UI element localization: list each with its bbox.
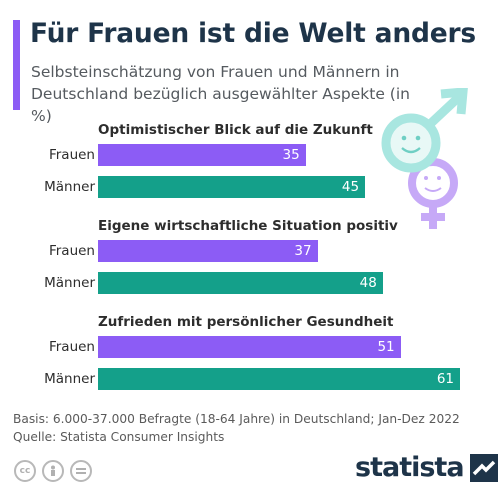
male-symbol-icon [381,88,468,173]
bar [98,368,460,390]
brand-name: statista [355,452,465,483]
bar-value-label: 48 [359,275,377,291]
row-label: Männer [44,371,95,387]
person-icon[interactable] [42,460,64,482]
accent-bar [13,20,20,110]
row-label: Männer [44,275,95,291]
chart-subtitle: Selbsteinschätzung von Frauen und Männer… [31,63,410,125]
bar [98,272,383,294]
bar-value-label: 37 [294,243,312,259]
statista-logo-icon [469,453,498,482]
row-label: Frauen [48,339,95,355]
row-label: Frauen [48,243,95,259]
source-note: Quelle: Statista Consumer Insights [13,430,225,444]
cc-icon[interactable]: cc [14,460,36,482]
license-icons: cc [14,460,92,482]
row-label: Frauen [48,147,95,163]
bar [98,336,401,358]
gender-symbols-illustration [381,88,468,229]
bar-value-label: 45 [341,179,360,195]
bar-value-label: 35 [282,147,300,163]
bar [98,240,318,262]
basis-note: Basis: 6.000-37.000 Befragte (18-64 Jahr… [13,412,460,426]
row-label: Männer [44,179,95,195]
group-title: Zufrieden mit persönlicher Gesundheit [98,314,394,330]
chart-title: Für Frauen ist die Welt anders [30,18,477,49]
group-title: Optimistischer Blick auf die Zukunft [98,122,373,138]
bar [98,176,366,198]
bar [98,144,306,166]
equals-icon[interactable] [70,460,92,482]
bar-value-label: 61 [436,371,454,387]
bar-value-label: 51 [377,339,395,355]
statista-brand[interactable]: statista [355,452,498,483]
group-title: Eigene wirtschaftliche Situation positiv [98,218,398,234]
